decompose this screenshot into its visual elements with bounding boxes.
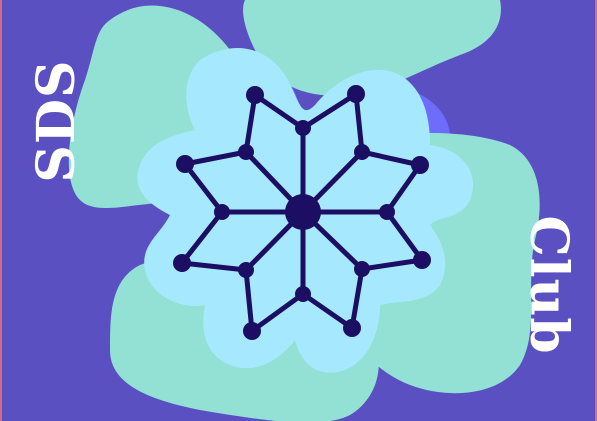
logo-word-right: Club — [518, 215, 579, 355]
right-edge-line — [595, 0, 597, 421]
logo-word-left: SDS — [26, 59, 87, 183]
left-edge-line — [0, 0, 2, 421]
center-node — [285, 194, 321, 230]
network-nodes — [173, 85, 431, 340]
